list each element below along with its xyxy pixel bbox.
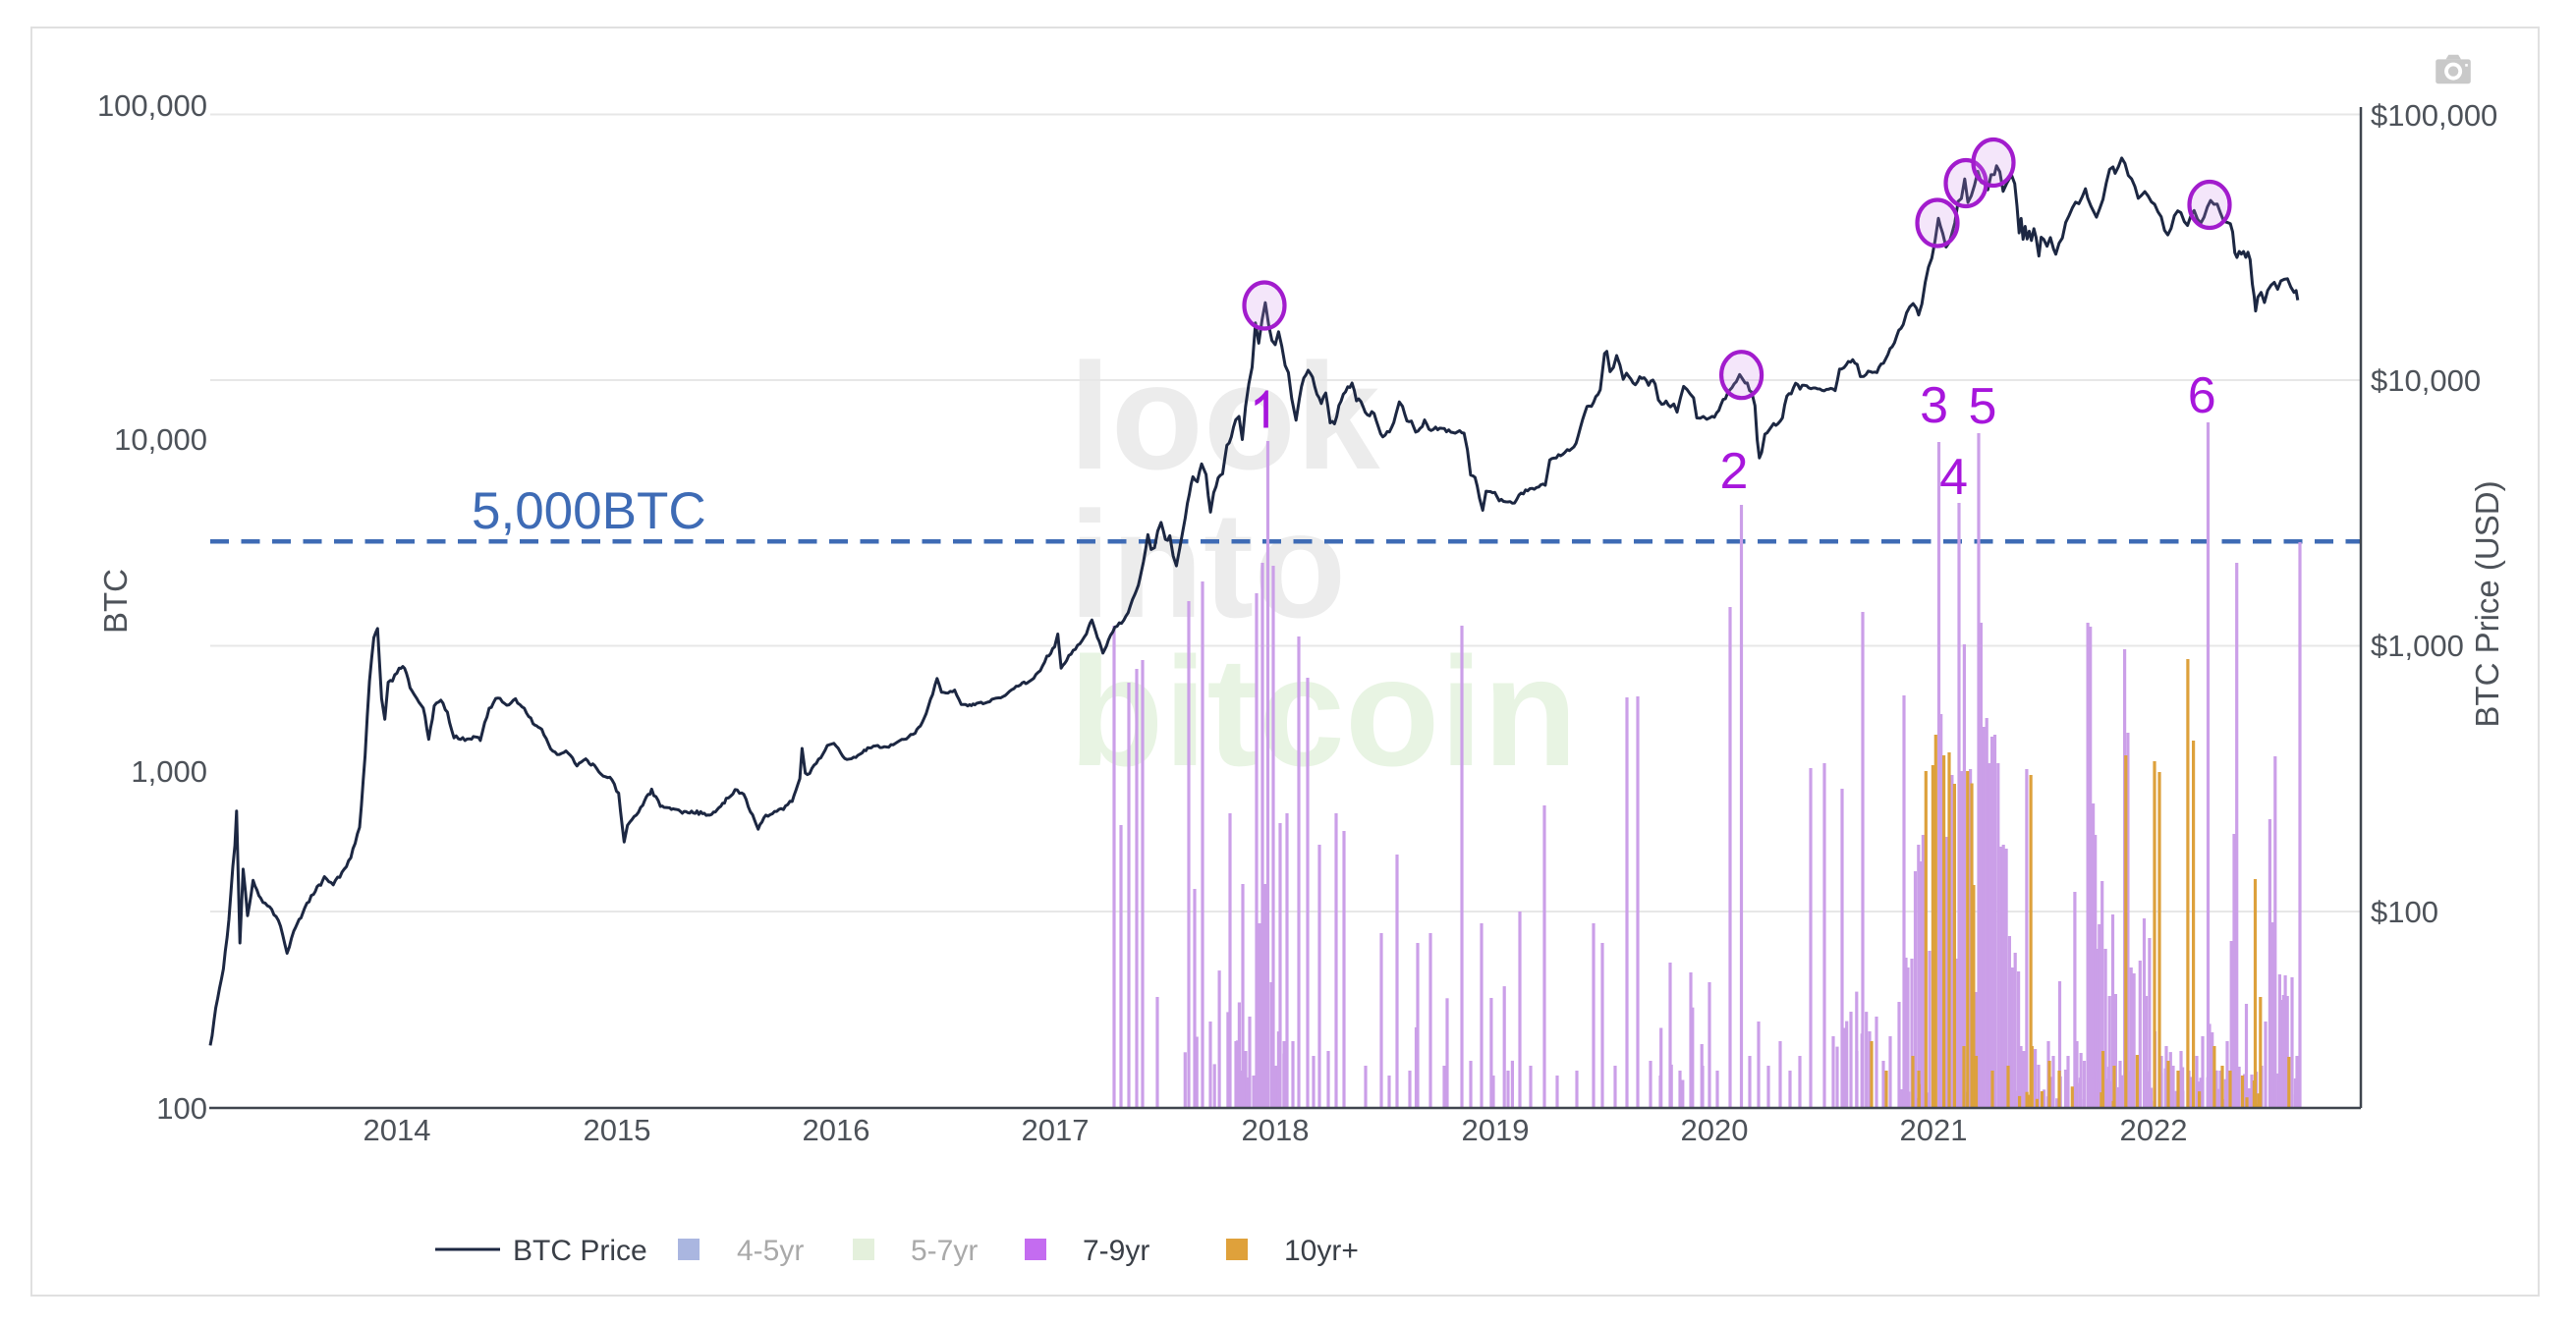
svg-text:2020: 2020 (1681, 1113, 1749, 1147)
svg-text:$100: $100 (2371, 895, 2438, 929)
svg-text:2019: 2019 (1462, 1113, 1530, 1147)
svg-text:2018: 2018 (1242, 1113, 1310, 1147)
svg-text:10yr+: 10yr+ (1284, 1235, 1359, 1267)
svg-text:6: 6 (2188, 367, 2216, 424)
svg-text:look: look (1069, 332, 1380, 501)
svg-text:2022: 2022 (2120, 1113, 2188, 1147)
svg-text:$10,000: $10,000 (2371, 363, 2481, 398)
svg-text:2021: 2021 (1900, 1113, 1968, 1147)
svg-text:bitcoin: bitcoin (1069, 626, 1578, 799)
svg-text:3: 3 (1920, 377, 1948, 434)
svg-text:2014: 2014 (364, 1113, 431, 1147)
svg-text:2016: 2016 (803, 1113, 870, 1147)
svg-text:1,000: 1,000 (131, 754, 207, 789)
svg-text:BTC: BTC (97, 569, 134, 634)
svg-text:5: 5 (1969, 378, 1997, 435)
svg-text:$1,000: $1,000 (2371, 629, 2464, 663)
svg-text:5-7yr: 5-7yr (911, 1235, 978, 1267)
svg-text:2: 2 (1720, 443, 1749, 500)
svg-text:100: 100 (156, 1091, 207, 1126)
svg-text:100,000: 100,000 (97, 88, 207, 123)
svg-text:2017: 2017 (1022, 1113, 1090, 1147)
svg-text:BTC Price (USD): BTC Price (USD) (2469, 480, 2505, 727)
svg-text:5,000BTC: 5,000BTC (472, 482, 706, 540)
svg-text:10,000: 10,000 (114, 422, 207, 457)
svg-text:4-5yr: 4-5yr (737, 1235, 804, 1267)
svg-text:into: into (1069, 480, 1346, 649)
svg-text:BTC Price: BTC Price (513, 1235, 647, 1267)
svg-text:$100,000: $100,000 (2371, 98, 2497, 133)
svg-text:7-9yr: 7-9yr (1083, 1235, 1149, 1267)
svg-text:4: 4 (1939, 449, 1968, 506)
svg-text:2015: 2015 (584, 1113, 651, 1147)
